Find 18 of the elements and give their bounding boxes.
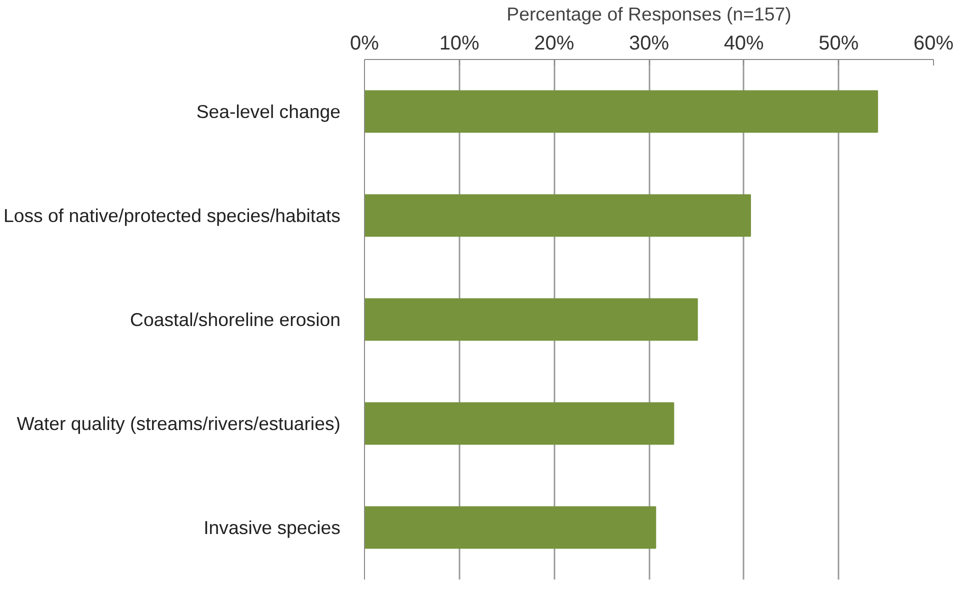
x-tick-label: 40%: [724, 32, 764, 54]
bar: [364, 194, 751, 237]
x-tick-label: 10%: [439, 32, 480, 54]
x-tick-label: 0%: [350, 32, 380, 54]
x-axis-title: Percentage of Responses (n=157): [506, 4, 792, 24]
x-tick-label: 50%: [818, 32, 859, 54]
bar: [364, 90, 878, 133]
x-tick-label: 60%: [913, 32, 954, 54]
bar: [364, 298, 698, 341]
bar: [364, 402, 674, 445]
y-tick-label: Sea-level change: [196, 101, 341, 122]
y-tick-label: Coastal/shoreline erosion: [130, 309, 341, 330]
bar: [364, 506, 656, 549]
y-tick-label: Invasive species: [204, 517, 341, 538]
y-tick-label: Water quality (streams/rivers/estuaries): [16, 413, 341, 434]
x-tick-label: 30%: [628, 32, 670, 54]
y-tick-label: Loss of native/protected species/habitats: [3, 205, 341, 226]
x-tick-label: 20%: [534, 32, 574, 54]
